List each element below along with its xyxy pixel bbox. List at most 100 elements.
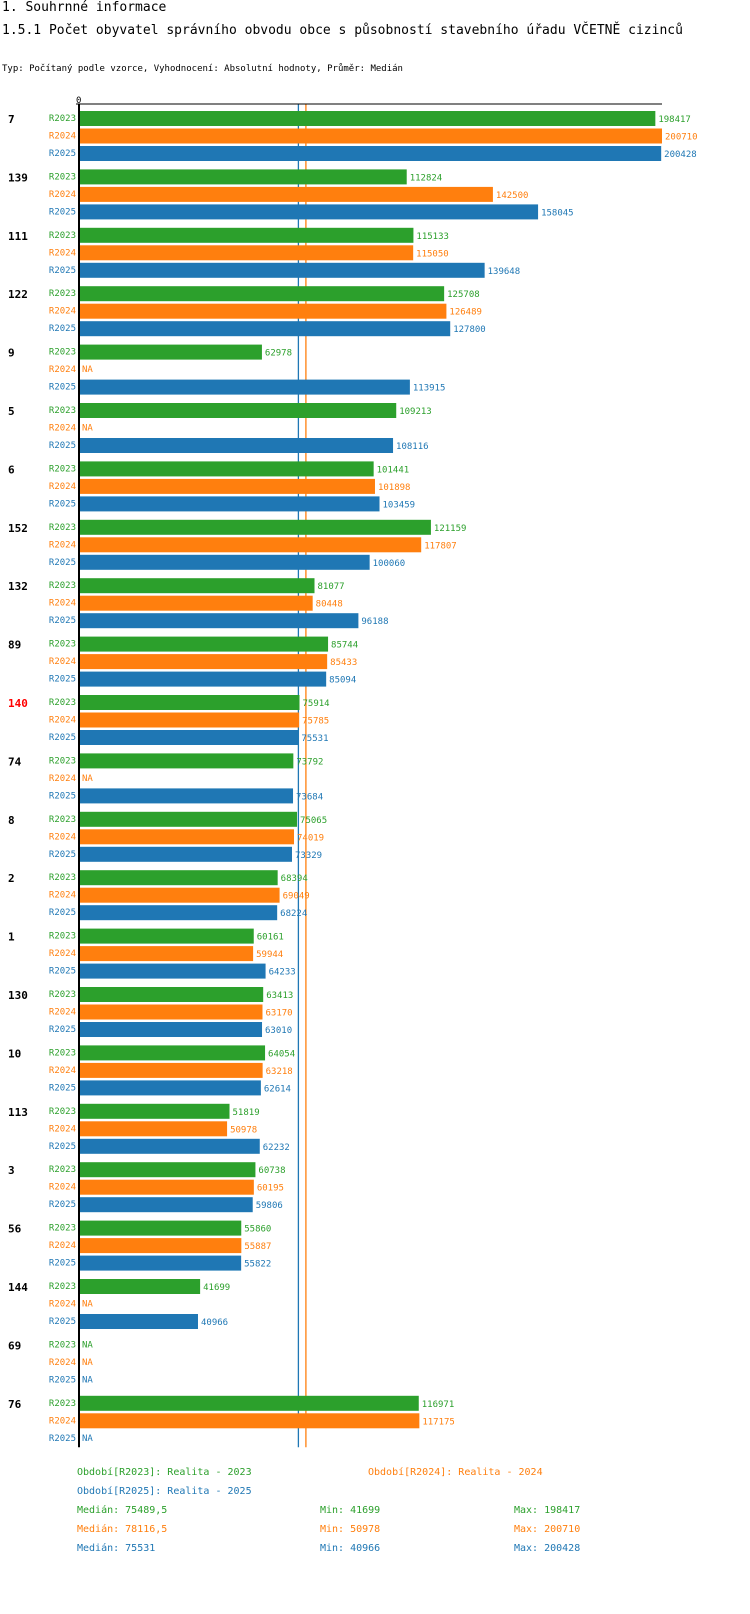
series-label: R2023 xyxy=(49,756,76,766)
data-label: 200710 xyxy=(665,133,698,143)
bar-r2023 xyxy=(79,1103,230,1119)
series-label: R2025 xyxy=(49,499,76,509)
data-label: 60195 xyxy=(257,1184,284,1194)
data-label: 63218 xyxy=(266,1067,293,1077)
series-label: R2024 xyxy=(49,365,76,375)
data-label: 73684 xyxy=(296,792,323,802)
category-label: 7 xyxy=(8,113,15,126)
data-label: 80448 xyxy=(316,600,343,610)
bar-r2023 xyxy=(79,928,254,944)
category-label: 130 xyxy=(8,989,28,1002)
data-label: 85744 xyxy=(331,641,358,651)
data-label: 75785 xyxy=(302,717,329,727)
series-label: R2023 xyxy=(49,464,76,474)
bar-r2024 xyxy=(79,946,254,962)
series-label: R2024 xyxy=(49,132,76,142)
data-label: 60161 xyxy=(257,933,284,943)
bar-r2024 xyxy=(79,186,493,202)
series-label: R2025 xyxy=(49,675,76,685)
series-label: R2025 xyxy=(49,266,76,276)
series-label: R2024 xyxy=(49,716,76,726)
bar-r2025 xyxy=(79,262,485,278)
series-label: R2025 xyxy=(49,616,76,626)
data-label: 75065 xyxy=(300,816,327,826)
series-label: R2023 xyxy=(49,1107,76,1117)
data-label: 50978 xyxy=(230,1125,257,1135)
series-label: R2024 xyxy=(49,540,76,550)
series-label: R2025 xyxy=(49,1375,76,1385)
bar-r2025 xyxy=(79,905,278,921)
category-label: 132 xyxy=(8,580,28,593)
series-label: R2024 xyxy=(49,832,76,842)
na-label: NA xyxy=(82,424,93,434)
x-axis-tick-label: 0 xyxy=(76,96,81,106)
bar-r2024 xyxy=(79,829,295,845)
series-label: R2025 xyxy=(49,1317,76,1327)
stat-median-r2025: Medián: 75531 xyxy=(77,1543,156,1554)
data-label: 198417 xyxy=(658,115,691,125)
bar-r2025 xyxy=(79,379,410,395)
data-label: 109213 xyxy=(399,407,432,417)
bar-r2024 xyxy=(79,1004,263,1020)
data-label: 158045 xyxy=(541,208,574,218)
series-label: R2023 xyxy=(49,348,76,358)
data-label: 115133 xyxy=(416,232,449,242)
series-label: R2024 xyxy=(49,1008,76,1018)
series-label: R2023 xyxy=(49,1165,76,1175)
bar-r2023 xyxy=(79,169,407,185)
bar-r2023 xyxy=(79,578,315,594)
series-label: R2025 xyxy=(49,149,76,159)
series-label: R2024 xyxy=(49,1241,76,1251)
data-label: 116971 xyxy=(422,1400,455,1410)
series-label: R2025 xyxy=(49,1083,76,1093)
legend-r2024: Období[R2024]: Realita - 2024 xyxy=(368,1467,543,1478)
bar-r2024 xyxy=(79,887,280,903)
category-label: 1 xyxy=(8,931,15,944)
category-label: 89 xyxy=(8,639,21,652)
series-label: R2023 xyxy=(49,932,76,942)
series-label: R2023 xyxy=(49,231,76,241)
category-label: 139 xyxy=(8,171,28,184)
series-label: R2023 xyxy=(49,114,76,124)
bar-r2023 xyxy=(79,286,445,302)
stat-median-r2024: Medián: 78116,5 xyxy=(77,1524,168,1535)
data-label: 115050 xyxy=(416,249,449,259)
bar-r2023 xyxy=(79,753,294,769)
bar-r2025 xyxy=(79,554,370,570)
bar-r2024 xyxy=(79,654,328,670)
bar-r2025 xyxy=(79,438,394,453)
bar-r2025 xyxy=(79,963,266,979)
data-label: 64054 xyxy=(268,1049,295,1059)
bar-r2024 xyxy=(79,1062,263,1078)
stat-min-r2025: Min: 40966 xyxy=(320,1543,381,1554)
series-label: R2025 xyxy=(49,733,76,743)
series-label: R2024 xyxy=(49,248,76,258)
data-label: 101898 xyxy=(378,483,411,493)
series-label: R2023 xyxy=(49,172,76,182)
category-label: 144 xyxy=(8,1281,28,1294)
bar-r2025 xyxy=(79,671,327,687)
na-label: NA xyxy=(82,1300,93,1310)
series-label: R2023 xyxy=(49,640,76,650)
series-label: R2023 xyxy=(49,1048,76,1058)
series-label: R2023 xyxy=(49,406,76,416)
bar-r2023 xyxy=(79,1045,266,1061)
series-label: R2023 xyxy=(49,815,76,825)
series-label: R2023 xyxy=(49,289,76,299)
series-label: R2024 xyxy=(49,1416,76,1426)
bar-r2024 xyxy=(79,1238,242,1254)
category-label: 3 xyxy=(8,1164,15,1177)
category-label: 152 xyxy=(8,522,28,535)
series-label: R2024 xyxy=(49,482,76,492)
bar-r2023 xyxy=(79,344,262,360)
data-label: 51819 xyxy=(233,1108,260,1118)
chart-title: 1.5.1 Počet obyvatel správního obvodu ob… xyxy=(2,23,683,38)
bar-r2025 xyxy=(79,846,292,862)
stat-max-r2025: Max: 200428 xyxy=(514,1543,581,1554)
data-label: 117175 xyxy=(422,1417,455,1427)
data-label: 125708 xyxy=(447,290,480,300)
data-label: 73792 xyxy=(296,757,323,767)
na-label: NA xyxy=(82,1434,93,1444)
bar-r2025 xyxy=(79,1314,198,1329)
